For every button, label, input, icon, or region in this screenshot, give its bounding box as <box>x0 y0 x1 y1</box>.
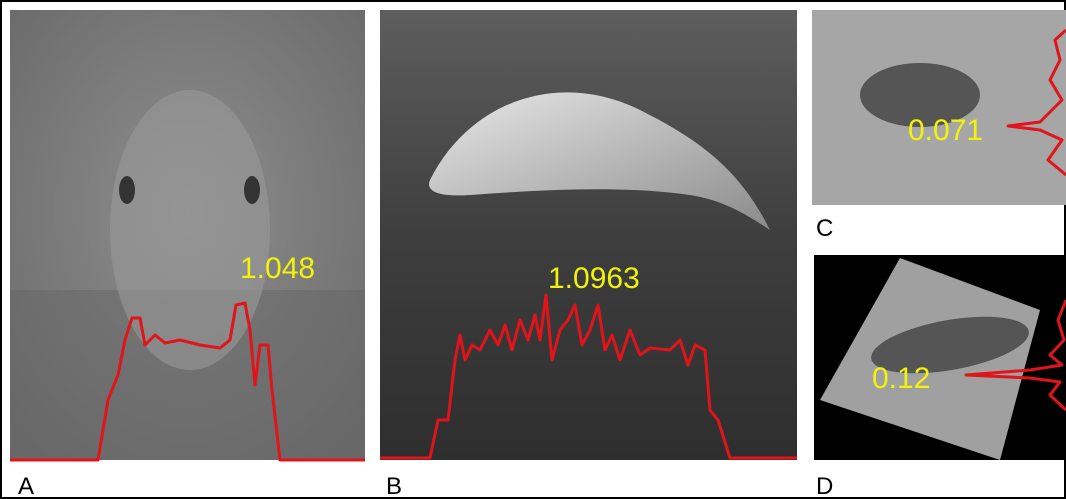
fish-eye <box>244 176 260 204</box>
panel-a: 1.048 A <box>10 10 365 499</box>
fish-eye <box>119 176 135 204</box>
panel-label: D <box>816 473 833 499</box>
panel-b: 1.0963 B <box>380 10 797 499</box>
page: {"panels": [ {"label": "A", "value": "1.… <box>0 0 1066 499</box>
value-label: 0.071 <box>908 114 983 147</box>
panel-label: A <box>18 473 34 499</box>
panel-label: B <box>386 473 402 499</box>
value-label: 1.0963 <box>548 262 640 295</box>
panel-label: C <box>816 215 833 242</box>
value-label: 1.048 <box>240 252 315 285</box>
photo <box>380 10 797 460</box>
value-label: 0.12 <box>872 362 930 395</box>
figure: 1.048 A 1.0963 B 0.071 C 0.12 D <box>0 0 1066 499</box>
fish <box>110 90 270 370</box>
